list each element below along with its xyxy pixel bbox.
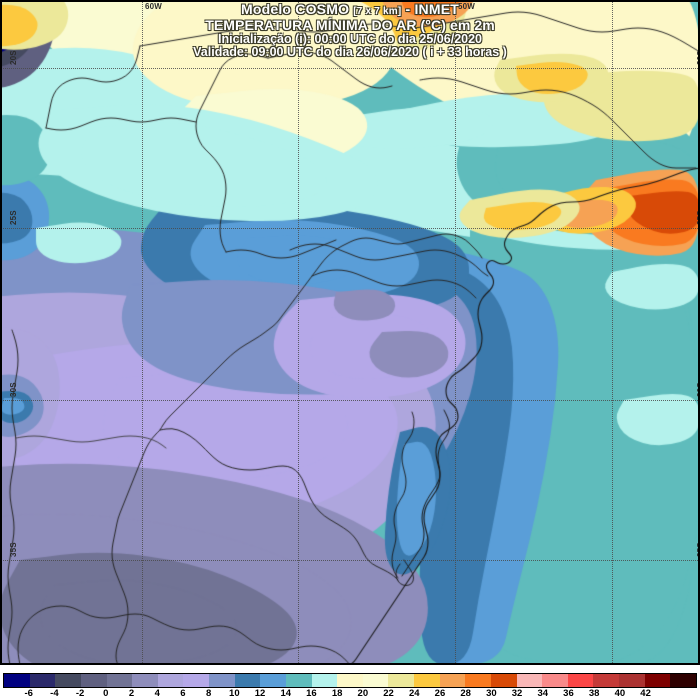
colorbar-tick: 30 bbox=[486, 688, 497, 698]
colorbar-tick: 36 bbox=[563, 688, 574, 698]
colorbar-swatch bbox=[593, 674, 619, 687]
colorbar-tick: 24 bbox=[408, 688, 420, 698]
colorbar-swatch bbox=[209, 674, 235, 687]
colorbar-tick: 8 bbox=[205, 688, 212, 698]
colorbar-swatch bbox=[337, 674, 363, 687]
forecast-map-panel[interactable]: 60W 50W 20S 20S 25S 25S 30S 30S 35S 35S Modelo CO… bbox=[0, 0, 700, 665]
colorbar-swatch bbox=[644, 674, 671, 687]
colorbar-swatch bbox=[80, 674, 107, 687]
colorbar-tick: 2 bbox=[128, 688, 135, 698]
colorbar-tick: 18 bbox=[331, 688, 343, 698]
colorbar-swatch bbox=[567, 674, 594, 687]
colorbar-swatch bbox=[234, 674, 261, 687]
colorbar-tick: 28 bbox=[460, 688, 471, 698]
colorbar-swatch bbox=[516, 674, 543, 687]
colorbar-swatch bbox=[29, 674, 56, 687]
colorbar-swatch bbox=[542, 674, 568, 687]
colorbar-tick: 10 bbox=[229, 688, 240, 698]
colorbar-swatch bbox=[4, 674, 30, 687]
colorbar-tick: -2 bbox=[75, 688, 85, 698]
colorbar-swatch bbox=[619, 674, 645, 687]
colorbar-tick: 20 bbox=[357, 688, 369, 698]
colorbar-tick: 26 bbox=[434, 688, 446, 698]
colorbar-swatches[interactable] bbox=[3, 673, 697, 688]
colorbar-swatch bbox=[285, 674, 312, 687]
colorbar-tick: 34 bbox=[537, 688, 549, 698]
colorbar-swatch bbox=[490, 674, 517, 687]
colorbar-swatch bbox=[311, 674, 338, 687]
colorbar-swatch bbox=[260, 674, 286, 687]
temperature-colorbar[interactable]: -6 -4 -2 0 2 4 6 8 10 12 14 16 18 20 22 24 26 28 30 32 34 36 3… bbox=[0, 665, 700, 698]
colorbar-tick-labels: -6 -4 -2 0 2 4 6 8 10 12 14 16 18 20 22 24 26 28 30 32 34 36 3… bbox=[3, 688, 697, 698]
colorbar-tick: 12 bbox=[254, 688, 266, 698]
colorbar-swatch bbox=[362, 674, 389, 687]
colorbar-tick: -6 bbox=[24, 688, 33, 698]
colorbar-tick: 40 bbox=[614, 688, 626, 698]
colorbar-swatch bbox=[132, 674, 158, 687]
colorbar-tick: 22 bbox=[383, 688, 394, 698]
colorbar-tick: 0 bbox=[103, 688, 109, 698]
colorbar-tick: 14 bbox=[280, 688, 292, 698]
colorbar-tick: 42 bbox=[640, 688, 651, 698]
colorbar-swatch bbox=[183, 674, 209, 687]
colorbar-tick: -4 bbox=[50, 688, 59, 698]
colorbar-tick: 4 bbox=[154, 688, 160, 698]
colorbar-swatch bbox=[55, 674, 81, 687]
temperature-heatmap-canvas[interactable] bbox=[0, 0, 700, 665]
colorbar-swatch bbox=[670, 674, 696, 687]
colorbar-swatch bbox=[414, 674, 440, 687]
colorbar-swatch bbox=[388, 674, 414, 687]
colorbar-tick: 32 bbox=[511, 688, 523, 698]
colorbar-swatch bbox=[439, 674, 466, 687]
colorbar-swatch bbox=[106, 674, 133, 687]
colorbar-tick: 38 bbox=[588, 688, 600, 698]
colorbar-swatch bbox=[157, 674, 184, 687]
colorbar-tick: 6 bbox=[180, 688, 186, 698]
colorbar-tick: 16 bbox=[306, 688, 317, 698]
colorbar-swatch bbox=[465, 674, 491, 687]
